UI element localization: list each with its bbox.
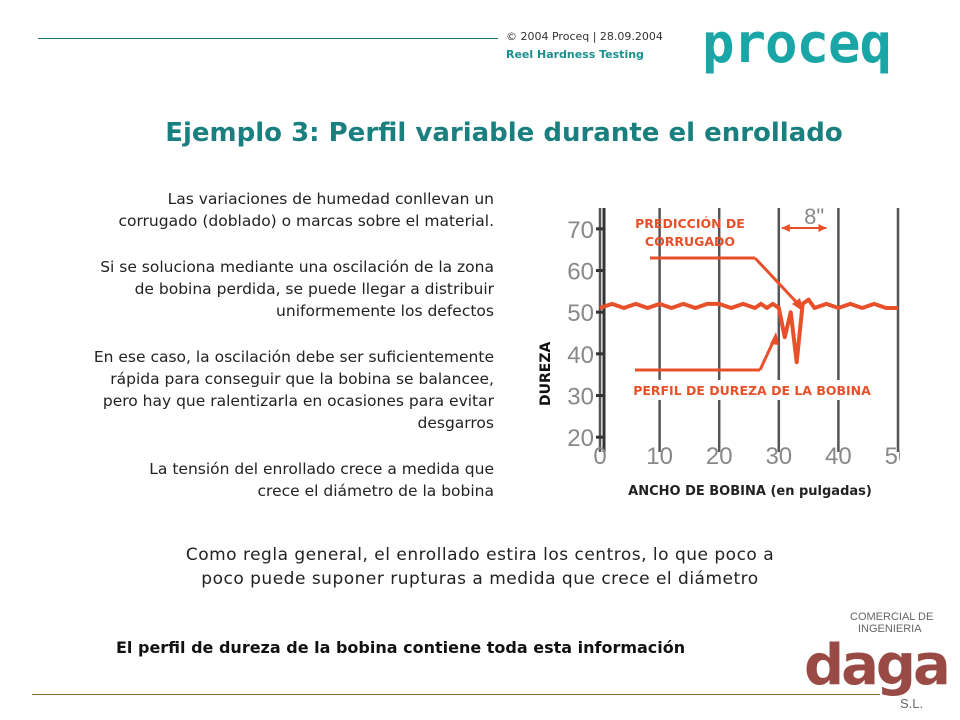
svg-text:S.L.: S.L. [900, 696, 923, 711]
x-tick-label: 30 [765, 443, 792, 470]
arrowhead [818, 224, 827, 232]
rule-line: Como regla general, el enrollado estira … [185, 545, 775, 565]
paragraph-line: crece el diámetro de la bobina [257, 482, 494, 500]
annotation-pointer [753, 256, 802, 308]
header-copyright: © 2004 Proceq | 28.09.2004 [506, 30, 663, 43]
span-label: 8" [804, 204, 824, 229]
x-tick-label: 40 [825, 443, 852, 470]
body-paragraph: Las variaciones de humedad conllevan un c… [24, 188, 494, 232]
y-tick-label: 70 [567, 217, 594, 244]
rule-line: poco puede suponer rupturas a medida que… [201, 569, 759, 589]
body-paragraph: La tensión del enrollado crece a medida … [24, 458, 494, 502]
paragraph-line: Las variaciones de humedad conllevan un [167, 190, 494, 208]
proceq-logo: proceq [702, 12, 892, 75]
conclusion-text: El perfil de dureza de la bobina contien… [116, 638, 686, 657]
annotation-prediction: CORRUGADO [645, 234, 735, 249]
y-tick-label: 50 [567, 300, 594, 327]
paragraph-line: uniformemente los defectos [276, 302, 494, 320]
svg-text:daga: daga [804, 633, 948, 698]
x-axis-label: ANCHO DE BOBINA (en pulgadas) [628, 484, 872, 499]
paragraph-line: pero hay que ralentizarla en ocasiones p… [102, 392, 494, 410]
general-rule-text: Como regla general, el enrollado estira … [0, 543, 960, 591]
paragraph-line: de bobina perdida, se puede llegar a dis… [134, 280, 494, 298]
x-tick-label: 50 [885, 443, 900, 470]
annotation-backdrop [626, 380, 882, 400]
footer-rule [32, 694, 880, 695]
x-tick-label: 10 [646, 443, 673, 470]
paragraph-line: La tensión del enrollado crece a medida … [149, 460, 494, 478]
daga-logo: COMERCIAL DE INGENIERIA daga S.L. [804, 611, 950, 711]
arrowhead [781, 224, 790, 232]
x-tick-label: 0 [593, 443, 606, 470]
x-tick-label: 20 [706, 443, 733, 470]
header-subtitle: Reel Hardness Testing [506, 48, 644, 61]
y-tick-label: 40 [567, 342, 594, 369]
annotation-prediction: PREDICCIÓN DE [635, 216, 745, 231]
paragraph-line: desgarros [417, 414, 494, 432]
header-rule [38, 38, 498, 39]
paragraph-line: Si se soluciona mediante una oscilación … [100, 258, 494, 276]
svg-text:INGENIERIA: INGENIERIA [858, 623, 922, 635]
arrowhead [770, 332, 779, 345]
y-tick-label: 60 [567, 259, 594, 286]
y-tick-label: 20 [567, 425, 594, 452]
paragraph-line: En ese caso, la oscilación debe ser sufi… [93, 348, 494, 366]
annotation-profile: PERFIL DE DUREZA DE LA BOBINA [633, 383, 871, 398]
body-paragraph: Si se soluciona mediante una oscilación … [24, 256, 494, 322]
slide-title: Ejemplo 3: Perfil variable durante el en… [165, 118, 843, 148]
hardness-profile-line [599, 297, 898, 365]
paragraph-line: rápida para conseguir que la bobina se b… [110, 370, 494, 388]
svg-text:COMERCIAL DE: COMERCIAL DE [850, 611, 933, 623]
y-tick-label: 30 [567, 384, 594, 411]
body-paragraph: En ese caso, la oscilación debe ser sufi… [24, 346, 494, 434]
arrowhead [792, 298, 804, 312]
annotation-pointer [758, 339, 776, 371]
y-axis-label: DUREZA [538, 342, 554, 406]
hardness-chart: 20 30 40 50 60 70 0 10 20 30 40 50 8" PREDICCIÓN DE C… [530, 188, 900, 508]
paragraph-line: corrugado (doblado) o marcas sobre el ma… [118, 212, 494, 230]
